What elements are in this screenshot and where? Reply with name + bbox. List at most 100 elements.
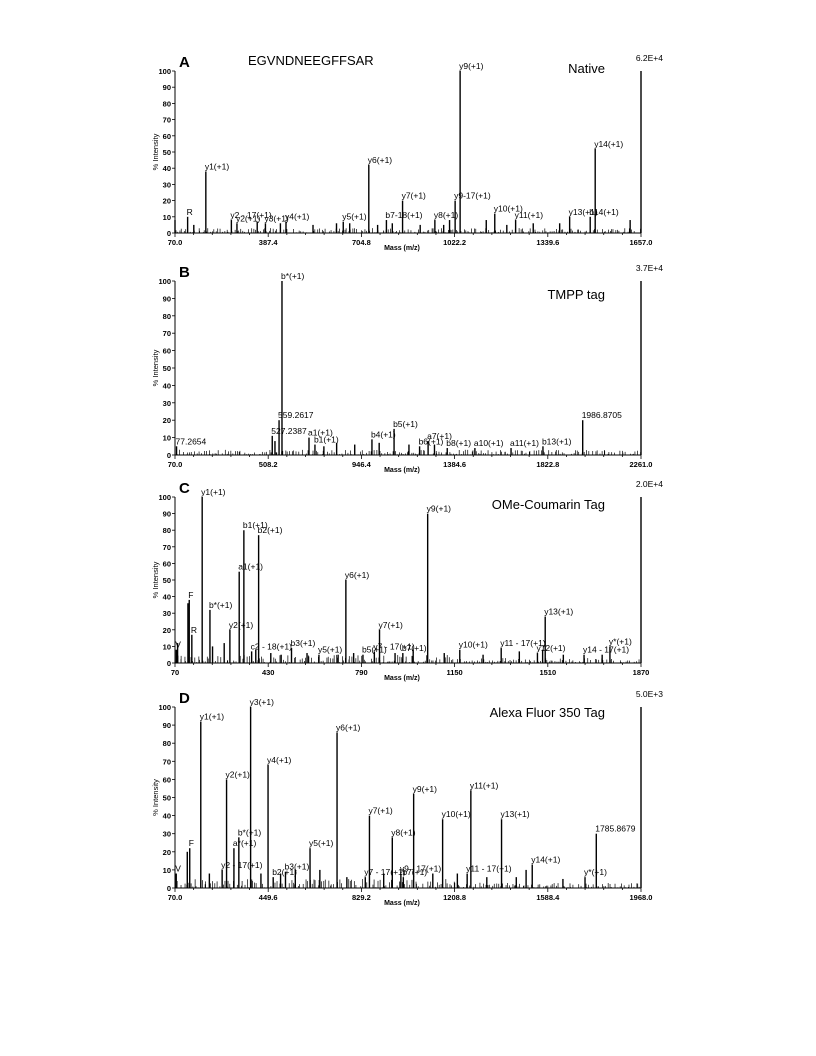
y-tick-label: 80 (163, 312, 171, 321)
peak-label: y8(+1) (434, 210, 458, 220)
y-tick-label: 90 (163, 721, 171, 730)
peak-label: c2 - 18(+1) (251, 641, 293, 651)
condition-label: Native (568, 61, 605, 76)
peak-label: b2(+1) (272, 867, 297, 877)
x-tick-label: 1588.4 (536, 893, 560, 902)
peak-label: y9(+1) (413, 784, 437, 794)
peak-label: b5(+1) (362, 645, 387, 655)
peak-label: y*(+1) (609, 636, 632, 646)
y-axis-label: % Intensity (151, 561, 160, 598)
peak-label: a*(+1) (233, 838, 257, 848)
peak-label: y14(+1) (531, 854, 560, 864)
y-tick-label: 40 (163, 164, 171, 173)
x-tick-label: 790 (355, 668, 368, 677)
y-tick-label: 80 (163, 526, 171, 535)
panel-letter: B (179, 264, 190, 281)
peak-label: b1(+1) (314, 435, 339, 445)
panel-b: B TMPP tag 3.7E+4 0 10 20 30 40 50 60 70 80 90 100 % I… (151, 263, 663, 474)
panel-letter: C (179, 480, 190, 497)
x-tick-label: 430 (262, 668, 275, 677)
y-tick-label: 30 (163, 830, 171, 839)
peak-label: y7(+1) (402, 191, 426, 201)
peak-label: b7-18(+1) (385, 210, 422, 220)
peak-label: y7 - 17(+1) (373, 641, 415, 651)
peak-label: 77.2654 (176, 436, 207, 446)
y-tick-label: 40 (163, 812, 171, 821)
x-axis-label: Mass (m/z) (384, 900, 420, 907)
y-tick-label: 30 (163, 180, 171, 189)
x-tick-label: 508.2 (259, 460, 278, 469)
y-tick-label: 10 (163, 434, 171, 443)
y-tick-label: 90 (163, 83, 171, 92)
peak-label: y9(+1) (427, 504, 451, 514)
peak-label: y11 - 17(+1) (500, 638, 546, 648)
peak-label: b7(+1) (402, 643, 427, 653)
peak-label: y2(+1) (236, 213, 260, 223)
peak-label: y1(+1) (200, 711, 224, 721)
y-tick-label: 50 (163, 148, 171, 157)
peak-label: 527.2387 (271, 426, 307, 436)
y-tick-label: 90 (163, 510, 171, 519)
peak-label: b3(+1) (291, 638, 316, 648)
y-tick-label: 10 (163, 213, 171, 222)
peak-label: b*(+1) (238, 827, 262, 837)
peak-label: b*(+1) (281, 271, 305, 281)
condition-label: TMPP tag (547, 287, 605, 302)
peak-label: y11 - 17(+1) (466, 864, 512, 874)
x-axis-label: Mass (m/z) (384, 245, 420, 252)
peak-label: 1785.8679 (595, 824, 635, 834)
peak-label: b2(+1) (258, 525, 283, 535)
intensity-scale: 5.0E+3 (636, 689, 663, 699)
peak-label: a1(+1) (238, 562, 263, 572)
peak-label: y4(+1) (285, 212, 309, 222)
x-tick-label: 70.0 (168, 893, 183, 902)
y-tick-label: 40 (163, 381, 171, 390)
peak-label: y2(+1) (226, 769, 250, 779)
x-tick-label: 704.8 (352, 238, 371, 247)
peak-label: y10(+1) (459, 640, 488, 650)
peak-label: b13(+1) (542, 436, 572, 446)
peak-label: b3(+1) (284, 862, 309, 872)
x-tick-label: 2261.0 (630, 460, 653, 469)
peak-label: a11(+1) (510, 438, 539, 448)
y-tick-label: 20 (163, 197, 171, 206)
y-tick-label: 0 (167, 884, 171, 893)
x-tick-label: 1510 (539, 668, 556, 677)
x-tick-label: 1870 (633, 668, 650, 677)
panel-c: C OMe-Coumarin Tag 2.0E+4 0 10 20 30 40 50 60 70 80… (151, 479, 663, 682)
x-tick-label: 70 (171, 668, 179, 677)
peak-label: R (187, 207, 193, 217)
peak-label: 559.2617 (278, 410, 314, 420)
x-tick-label: 1150 (446, 668, 462, 677)
peak-label: y7(+1) (368, 806, 392, 816)
intensity-scale: 3.7E+4 (636, 263, 663, 273)
y-tick-label: 100 (158, 493, 171, 502)
peak-label: a1(+1) (308, 428, 333, 438)
y-tick-label: 60 (163, 347, 171, 356)
y-tick-label: 50 (163, 576, 171, 585)
y-tick-label: 20 (163, 626, 171, 635)
peak-label: b*(+1) (209, 600, 233, 610)
y-tick-label: 70 (163, 329, 171, 338)
x-tick-label: 1657.0 (630, 238, 653, 247)
peak-label: F (188, 590, 193, 600)
y-tick-label: 50 (163, 364, 171, 373)
peak-label: y9 - 17(+1) (400, 864, 442, 874)
x-tick-label: 1822.8 (536, 460, 559, 469)
peak-label: y12(+1) (536, 643, 565, 653)
y-tick-label: 80 (163, 739, 171, 748)
peak-label: y2 - 17(+1) (230, 210, 272, 220)
y-tick-label: 30 (163, 399, 171, 408)
panel-letter: A (179, 54, 190, 71)
peak-label: y5(+1) (309, 838, 333, 848)
x-tick-label: 1339.6 (536, 238, 559, 247)
y-tick-label: 0 (167, 659, 171, 668)
peak-label: y10(+1) (494, 204, 523, 214)
y-tick-label: 20 (163, 848, 171, 857)
peak-label: y7 - 17(+1) (364, 867, 406, 877)
x-tick-label: 70.0 (168, 460, 183, 469)
peak-label: y14(+1) (594, 139, 623, 149)
peak-label: y13(+1) (544, 607, 573, 617)
condition-label: Alexa Fluor 350 Tag (490, 705, 605, 720)
